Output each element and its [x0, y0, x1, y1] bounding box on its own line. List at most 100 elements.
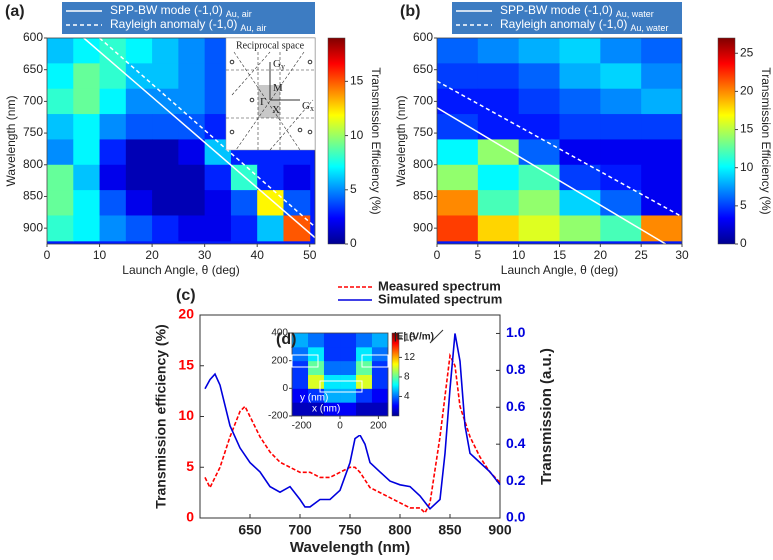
heat-cell [178, 164, 206, 191]
heat-cell [47, 88, 74, 115]
legend-name: Rayleigh anomaly (-1,0) [500, 17, 627, 31]
heat-cell [125, 38, 153, 64]
heat-cell [292, 360, 309, 375]
y-tick-label: 900 [23, 220, 43, 234]
heat-cell [518, 114, 560, 140]
mode-line [437, 80, 682, 218]
heat-cell [477, 215, 520, 242]
heat-cell [477, 88, 520, 115]
heat-cell [437, 114, 479, 140]
colorbar [717, 37, 736, 245]
heat-cell [477, 164, 520, 191]
heat-cell [73, 190, 101, 216]
heat-cell [323, 333, 341, 348]
heat-cell [47, 38, 74, 64]
heat-cell [73, 114, 101, 140]
x-tick-label: 750 [338, 522, 362, 538]
legend-box [452, 2, 682, 34]
heat-cell [73, 88, 101, 115]
heat-cell [178, 88, 206, 115]
heat-cell [371, 388, 388, 403]
heat-cell [323, 374, 341, 389]
heat-cell [518, 38, 560, 64]
heat-cell [340, 374, 357, 389]
panel-label: (c) [176, 287, 196, 304]
heat-cell [125, 164, 153, 191]
inset-title: Reciprocal space [236, 40, 305, 51]
heat-cell [600, 164, 642, 191]
heat-cell [371, 346, 388, 362]
heat-cell [152, 114, 179, 140]
lattice-point [307, 129, 313, 135]
heat-cell [559, 114, 601, 140]
pointer-arrow [429, 329, 444, 344]
heat-cell [99, 139, 127, 166]
heat-cell [292, 333, 309, 348]
y-axis-label: y (nm) [300, 393, 328, 404]
colorbar-tick-label: 20 [740, 84, 754, 98]
heat-cell [292, 374, 309, 389]
legend-subscript: Au, water [630, 23, 668, 33]
y-tick-label: 750 [413, 125, 433, 139]
heat-cell [356, 333, 373, 348]
heat-cell [204, 190, 232, 216]
heat-cell [559, 164, 601, 191]
y2-tick-label: 0.0 [506, 509, 526, 525]
y-tick-label: 15 [178, 356, 194, 372]
heat-cell [125, 139, 153, 166]
heat-cell [178, 63, 206, 90]
mode-line [437, 107, 667, 244]
heatmap [292, 333, 388, 416]
heat-cell [47, 114, 74, 140]
y-tick-label: 750 [23, 125, 43, 139]
heat-cell [641, 38, 682, 64]
heat-cell [257, 190, 284, 216]
heat-cell [152, 88, 179, 115]
heat-cell [518, 139, 560, 166]
x-tick-label: 10 [93, 248, 107, 262]
lattice-point [229, 129, 235, 135]
y2-tick-label: 0.6 [506, 398, 526, 414]
heat-cell [47, 139, 74, 166]
heat-cell [204, 164, 232, 191]
legend-entry: Measured spectrum [378, 278, 501, 293]
heat-cell [99, 114, 127, 140]
y-tick-label: 700 [23, 94, 43, 108]
heat-cell [600, 190, 642, 216]
colorbar-tick-label: 0 [740, 236, 747, 250]
heat-cell [73, 164, 101, 191]
y-axis-label: Wavelength (nm) [4, 96, 18, 187]
x-tick-label: 200 [370, 421, 387, 432]
spectrum-line [204, 333, 501, 510]
structure [361, 354, 389, 368]
heat-cell [356, 374, 373, 389]
heat-cell [559, 38, 601, 64]
x-tick-label: 20 [145, 248, 159, 262]
colorbar-tick-label: 25 [740, 45, 754, 59]
heat-cell [152, 164, 179, 191]
y-tick-label: -200 [268, 411, 288, 422]
x-tick-label: 650 [238, 522, 262, 538]
spectrum-line [204, 352, 501, 515]
colorbar-label: Transmission Efficiency (%) [759, 67, 773, 214]
x-tick-label: 900 [488, 522, 512, 538]
y-tick-label: 850 [23, 189, 43, 203]
y2-tick-label: 0.4 [506, 435, 526, 451]
heat-cell [641, 114, 682, 140]
inset-subscript: x [310, 104, 314, 113]
structure [291, 354, 319, 368]
heat-cell [340, 333, 357, 348]
y-tick-label: 400 [271, 328, 288, 339]
heat-cell [292, 388, 309, 403]
heat-cell [99, 215, 127, 242]
heat-cell [437, 164, 479, 191]
heat-cell [73, 215, 101, 242]
legend-subscript: Au, air [240, 23, 266, 33]
heat-cell [257, 215, 284, 242]
y-tick-label: 800 [23, 157, 43, 171]
colorbar-tick-label: 4 [404, 391, 410, 402]
heat-cell [292, 346, 309, 362]
x-tick-label: 0 [44, 248, 51, 262]
legend-name: Rayleigh anomaly (-1,0) [110, 17, 237, 31]
